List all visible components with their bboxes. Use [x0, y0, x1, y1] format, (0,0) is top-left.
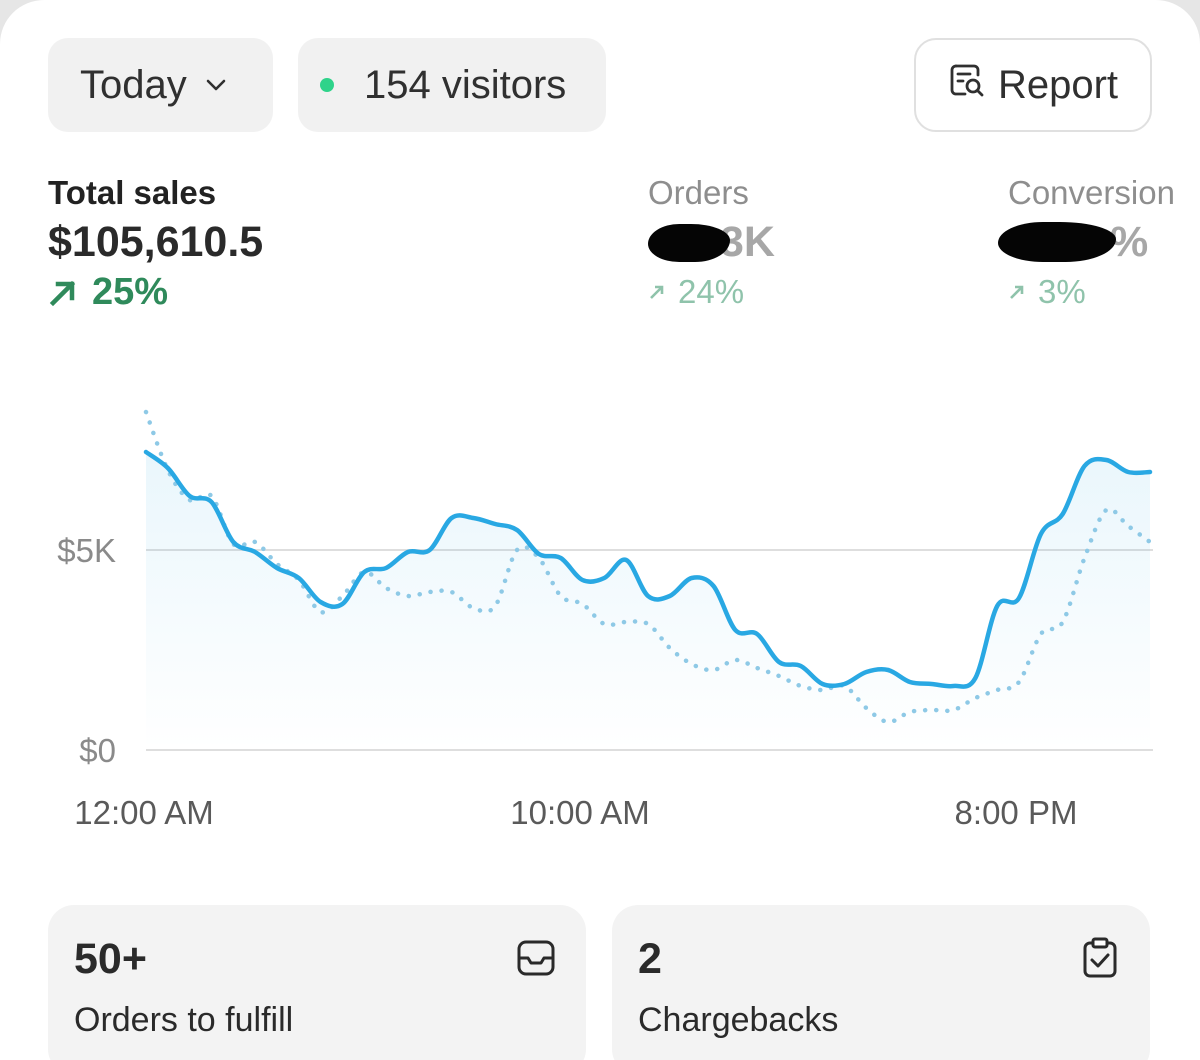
metric-total-sales[interactable]: Total sales $105,610.5 25% [48, 174, 263, 314]
metric-orders[interactable]: Orders 3K 24% [648, 174, 775, 311]
redaction-mark [998, 222, 1116, 262]
y-tick-0: $0 [79, 732, 116, 769]
conversion-value-visible: % [1110, 218, 1149, 266]
total-sales-delta: 25% [48, 271, 263, 314]
metric-conversion[interactable]: Conversion % 3% [998, 174, 1175, 311]
orders-delta-value: 24% [678, 273, 745, 310]
report-search-icon [948, 60, 998, 110]
x-tick-10am: 10:00 AM [510, 794, 649, 831]
total-sales-label: Total sales [48, 174, 217, 211]
orders-to-fulfill-value: 50+ [74, 935, 147, 983]
conversion-delta-value: 3% [1038, 273, 1086, 310]
sales-chart-svg: $5K $0 12:00 AM 10:00 AM 8:00 PM [57, 409, 1153, 831]
report-button[interactable]: Report [914, 38, 1152, 132]
comparison-series-line [143, 409, 1153, 725]
date-range-dropdown[interactable]: Today [48, 38, 273, 132]
orders-to-fulfill-label: Orders to fulfill [74, 1001, 294, 1039]
orders-delta: 24% [648, 273, 775, 311]
live-visitors-pill[interactable]: 154 visitors [298, 38, 606, 132]
orders-to-fulfill-tile[interactable]: 50+ Orders to fulfill [48, 905, 586, 1060]
current-series-line [143, 449, 1153, 689]
inbox-icon [516, 937, 556, 979]
report-label: Report [997, 62, 1119, 107]
chargebacks-tile[interactable]: 2 Chargebacks [612, 905, 1150, 1060]
conversion-delta: 3% [1008, 273, 1175, 311]
arrow-up-right-icon [48, 278, 78, 308]
arrow-up-right-icon [648, 283, 666, 301]
chargebacks-value: 2 [638, 935, 662, 983]
sales-chart: $5K $0 12:00 AM 10:00 AM 8:00 PM [0, 390, 1200, 840]
conversion-value: % [998, 218, 1175, 267]
date-range-label: Today [80, 62, 187, 107]
y-tick-5k: $5K [57, 532, 116, 569]
clipboard-check-icon [1080, 937, 1120, 979]
live-status-dot [320, 78, 334, 92]
x-tick-8pm: 8:00 PM [955, 794, 1078, 831]
conversion-label: Conversion [1008, 174, 1175, 211]
current-series-area [146, 452, 1150, 750]
x-tick-12am: 12:00 AM [74, 794, 213, 831]
orders-value: 3K [648, 218, 775, 267]
chargebacks-label: Chargebacks [638, 1001, 839, 1039]
total-sales-value: $105,610.5 [48, 218, 264, 266]
redaction-mark [648, 224, 730, 262]
visitors-count: 154 visitors [364, 62, 567, 107]
chevron-down-icon [205, 74, 227, 96]
total-sales-delta-value: 25% [92, 271, 169, 313]
arrow-up-right-icon [1008, 283, 1026, 301]
orders-label: Orders [648, 174, 749, 211]
